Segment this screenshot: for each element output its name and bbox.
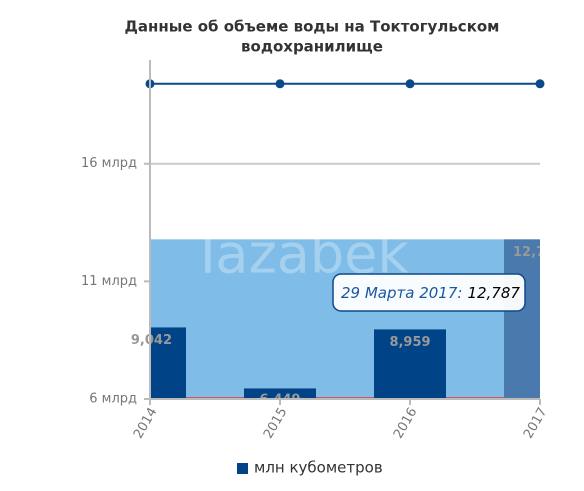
legend-label: млн кубометров bbox=[254, 459, 383, 477]
line-point bbox=[535, 79, 545, 89]
x-tick-label: 2015 bbox=[261, 405, 291, 441]
data-label: 6,449 bbox=[259, 393, 300, 408]
x-tick-label: 2014 bbox=[131, 405, 161, 441]
tooltip-date: 29 Марта 2017: bbox=[341, 284, 462, 302]
bar bbox=[374, 329, 446, 399]
x-tick-label: 2017 bbox=[521, 405, 551, 441]
y-tick-label: 16 млрд bbox=[81, 156, 137, 171]
data-label: 12,787 bbox=[513, 245, 563, 260]
chart-title: Данные об объеме воды на Токтогульском bbox=[125, 18, 500, 36]
tooltip-value: 12,787 bbox=[467, 284, 520, 302]
bar bbox=[504, 239, 540, 399]
bar bbox=[150, 327, 186, 399]
data-label: 9,042 bbox=[131, 333, 172, 348]
legend-swatch bbox=[237, 463, 248, 474]
data-label: 8,959 bbox=[389, 335, 430, 350]
tooltip-box bbox=[332, 273, 526, 312]
line-point bbox=[405, 79, 415, 89]
y-tick-label: 6 млрд bbox=[89, 392, 137, 407]
tooltip-text: 29 Марта 2017: 12,787 bbox=[341, 284, 520, 302]
line-point bbox=[275, 79, 285, 89]
x-tick-label: 2016 bbox=[391, 405, 421, 441]
bar bbox=[244, 388, 316, 399]
chart-title: водохранилище bbox=[241, 38, 383, 56]
y-tick-label: 11 млрд bbox=[81, 274, 137, 289]
